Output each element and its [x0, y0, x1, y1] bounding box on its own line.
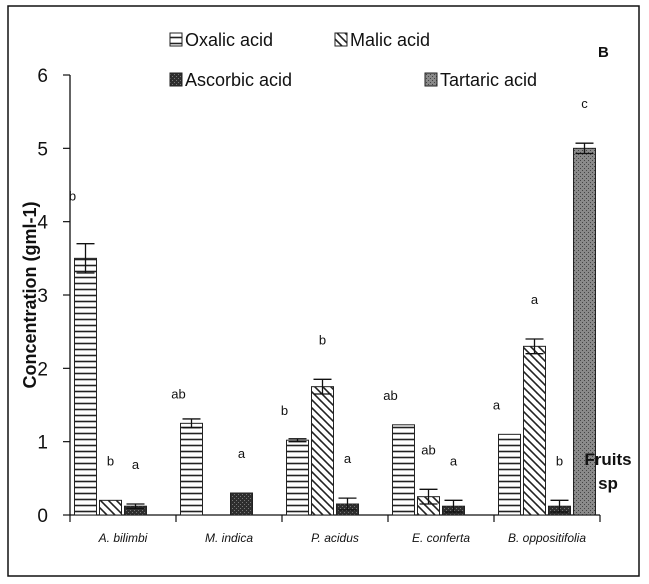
x-axis: A. bilimbi M. indica P. acidus E. conferta B…: [69, 514, 601, 545]
x-tick-label: A. bilimbi: [98, 531, 148, 545]
legend-label: Oxalic acid: [185, 30, 273, 50]
legend-label: Ascorbic acid: [185, 70, 292, 90]
x-axis-label: Fruits sp: [584, 450, 631, 493]
y-tick-label: 0: [37, 506, 48, 527]
significance-label: b: [281, 403, 288, 418]
bar: [498, 433, 521, 516]
y-tick-label: 5: [37, 139, 48, 160]
bar: [286, 439, 309, 516]
legend-swatch: [424, 72, 438, 87]
legend: Oxalic acid Malic acid Ascorbic acid Tartar…: [169, 30, 537, 90]
significance-label: a: [344, 451, 352, 466]
significance-label: b: [107, 453, 114, 468]
significance-label: a: [238, 446, 246, 461]
significance-label: a: [531, 292, 539, 307]
y-axis: 0 1 2 3 4 5 6: [37, 66, 71, 527]
y-tick-label: 3: [37, 286, 48, 307]
legend-label: Malic acid: [350, 30, 430, 50]
bar: [99, 499, 122, 516]
legend-label: Tartaric acid: [440, 70, 537, 90]
significance-label: ab: [383, 388, 397, 403]
bar: [523, 345, 546, 516]
significance-label: a: [450, 453, 458, 468]
x-tick-label: P. acidus: [311, 531, 359, 545]
significance-label: a: [493, 397, 501, 412]
y-tick-label: 4: [37, 213, 48, 234]
bar: [74, 257, 97, 516]
bar: [392, 424, 415, 516]
significance-label: ab: [421, 442, 435, 457]
significance-label: c: [581, 96, 588, 111]
x-tick-label: B. oppositifolia: [508, 531, 586, 545]
significance-label: ab: [171, 386, 185, 401]
significance-label: b: [319, 332, 326, 347]
y-tick-label: 6: [37, 66, 48, 87]
x-tick-label: M. indica: [205, 531, 253, 545]
y-tick-label: 1: [37, 433, 48, 454]
legend-swatch: [334, 32, 348, 47]
y-tick-label: 2: [37, 359, 48, 380]
panel-label: B: [598, 44, 609, 61]
significance-label: a: [132, 457, 140, 472]
bar: [230, 492, 253, 516]
bar: [311, 386, 334, 516]
legend-swatch: [169, 32, 183, 47]
legend-swatch: [169, 72, 183, 87]
y-axis-label: Concentration (gml-1): [20, 201, 40, 388]
significance-label: b: [69, 188, 76, 203]
x-tick-label: E. conferta: [412, 531, 470, 545]
bar: [180, 422, 203, 516]
significance-label: b: [556, 453, 563, 468]
